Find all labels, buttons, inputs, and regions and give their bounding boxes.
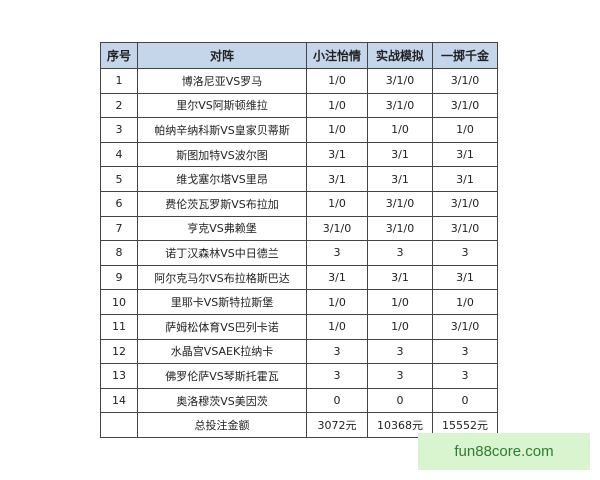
table-row: 10 里耶卡VS斯特拉斯堡 1/0 1/0 1/0 [100, 289, 498, 315]
table-cell: 3/1 [432, 141, 498, 168]
table-row: 7 亨克VS弗赖堡 3/1/0 3/1/0 3/1/0 [100, 215, 498, 242]
table-cell: 3 [367, 363, 433, 389]
column-header: 小注怡情 [306, 42, 368, 69]
table-cell: 里耶卡VS斯特拉斯堡 [137, 289, 307, 315]
table-cell: 7 [100, 215, 138, 242]
table-row: 8 诺丁汉森林VS中日德兰 3 3 3 [100, 240, 498, 266]
table-row: 2 里尔VS阿斯顿维拉 1/0 3/1/0 3/1/0 [100, 92, 498, 119]
table-cell: 3 [367, 338, 433, 365]
table-row: 11 萨姆松体育VS巴列卡诺 1/0 1/0 3/1/0 [100, 313, 498, 340]
table-row: 1 博洛尼亚VS罗马 1/0 3/1/0 3/1/0 [100, 68, 498, 94]
table-cell: 1/0 [306, 289, 368, 315]
column-header: 一掷千金 [432, 42, 498, 69]
table-cell: 3/1/0 [367, 92, 433, 119]
table-cell: 3 [306, 363, 368, 389]
column-header: 序号 [100, 42, 138, 69]
table-cell: 奥洛穆茨VS美因茨 [137, 387, 307, 414]
table-cell: 3/1/0 [367, 190, 433, 217]
table-cell: 3 [432, 338, 498, 365]
table-cell: 14 [100, 387, 138, 414]
table-cell: 1/0 [306, 117, 368, 143]
table-cell: 13 [100, 363, 138, 389]
table-cell: 亨克VS弗赖堡 [137, 215, 307, 242]
table-cell: 诺丁汉森林VS中日德兰 [137, 240, 307, 266]
table-cell: 12 [100, 338, 138, 365]
table-cell: 9 [100, 264, 138, 291]
table-cell: 1/0 [306, 68, 368, 94]
table-row: 14 奥洛穆茨VS美因茨 0 0 0 [100, 387, 498, 414]
table-cell: 3/1 [306, 141, 368, 168]
table-cell: 1/0 [432, 117, 498, 143]
table-cell: 3/1 [306, 166, 368, 192]
table-cell: 3/1 [367, 166, 433, 192]
table-cell: 6 [100, 190, 138, 217]
table-cell: 0 [432, 387, 498, 414]
table-cell: 3072元 [306, 412, 368, 438]
table-cell: 3/1/0 [367, 68, 433, 94]
table-row: 12 水晶宫VSAEK拉纳卡 3 3 3 [100, 338, 498, 365]
column-header: 对阵 [137, 42, 307, 69]
table-cell: 10 [100, 289, 138, 315]
table-cell: 帕纳辛纳科斯VS皇家贝蒂斯 [137, 117, 307, 143]
table-cell: 1/0 [367, 289, 433, 315]
table-cell: 3/1/0 [432, 92, 498, 119]
table-cell: 3 [367, 240, 433, 266]
table-row: 6 费伦茨瓦罗斯VS布拉加 1/0 3/1/0 3/1/0 [100, 190, 498, 217]
table-cell: 里尔VS阿斯顿维拉 [137, 92, 307, 119]
table-cell: 2 [100, 92, 138, 119]
table-cell: 1/0 [367, 313, 433, 340]
table-cell: 3 [306, 338, 368, 365]
table-cell: 3/1/0 [306, 215, 368, 242]
table-cell: 佛罗伦萨VS琴斯托霍瓦 [137, 363, 307, 389]
table-cell: 1 [100, 68, 138, 94]
table-cell: 1/0 [367, 117, 433, 143]
betting-table: 序号 对阵 小注怡情 实战模拟 一掷千金 1 博洛尼亚VS罗马 1/0 3/1/0 3/1/0 2… [100, 42, 498, 438]
table-cell: 4 [100, 141, 138, 168]
table-cell: 总投注金额 [137, 412, 307, 438]
table-cell: 萨姆松体育VS巴列卡诺 [137, 313, 307, 340]
table-cell: 3 [306, 240, 368, 266]
table-cell: 博洛尼亚VS罗马 [137, 68, 307, 94]
table-cell: 3 [432, 363, 498, 389]
table-cell: 1/0 [432, 289, 498, 315]
table-cell [100, 412, 138, 438]
table-row: 13 佛罗伦萨VS琴斯托霍瓦 3 3 3 [100, 363, 498, 389]
table-cell: 3/1 [367, 264, 433, 291]
table-row: 9 阿尔克马尔VS布拉格斯巴达 3/1 3/1 3/1 [100, 264, 498, 291]
table-cell: 3/1 [432, 264, 498, 291]
header-row: 序号 对阵 小注怡情 实战模拟 一掷千金 [100, 42, 498, 69]
table-cell: 1/0 [306, 313, 368, 340]
table-row: 4 斯图加特VS波尔图 3/1 3/1 3/1 [100, 141, 498, 168]
table-cell: 11 [100, 313, 138, 340]
table-cell: 3/1/0 [432, 190, 498, 217]
table-cell: 斯图加特VS波尔图 [137, 141, 307, 168]
table-cell: 3/1 [367, 141, 433, 168]
table-cell: 3/1 [432, 166, 498, 192]
watermark: fun88core.com [418, 433, 590, 470]
table-cell: 3/1 [306, 264, 368, 291]
table-cell: 5 [100, 166, 138, 192]
column-header: 实战模拟 [367, 42, 433, 69]
table-cell: 0 [367, 387, 433, 414]
table-cell: 费伦茨瓦罗斯VS布拉加 [137, 190, 307, 217]
table-cell: 维戈塞尔塔VS里昂 [137, 166, 307, 192]
table-row: 3 帕纳辛纳科斯VS皇家贝蒂斯 1/0 1/0 1/0 [100, 117, 498, 143]
table-cell: 8 [100, 240, 138, 266]
table-cell: 1/0 [306, 92, 368, 119]
table-cell: 3/1/0 [432, 215, 498, 242]
table-cell: 3/1/0 [432, 313, 498, 340]
table-cell: 3 [100, 117, 138, 143]
table-cell: 阿尔克马尔VS布拉格斯巴达 [137, 264, 307, 291]
table-cell: 0 [306, 387, 368, 414]
table-cell: 3/1/0 [432, 68, 498, 94]
table-cell: 3/1/0 [367, 215, 433, 242]
table-cell: 3 [432, 240, 498, 266]
table-cell: 水晶宫VSAEK拉纳卡 [137, 338, 307, 365]
table-cell: 1/0 [306, 190, 368, 217]
table-row: 5 维戈塞尔塔VS里昂 3/1 3/1 3/1 [100, 166, 498, 192]
